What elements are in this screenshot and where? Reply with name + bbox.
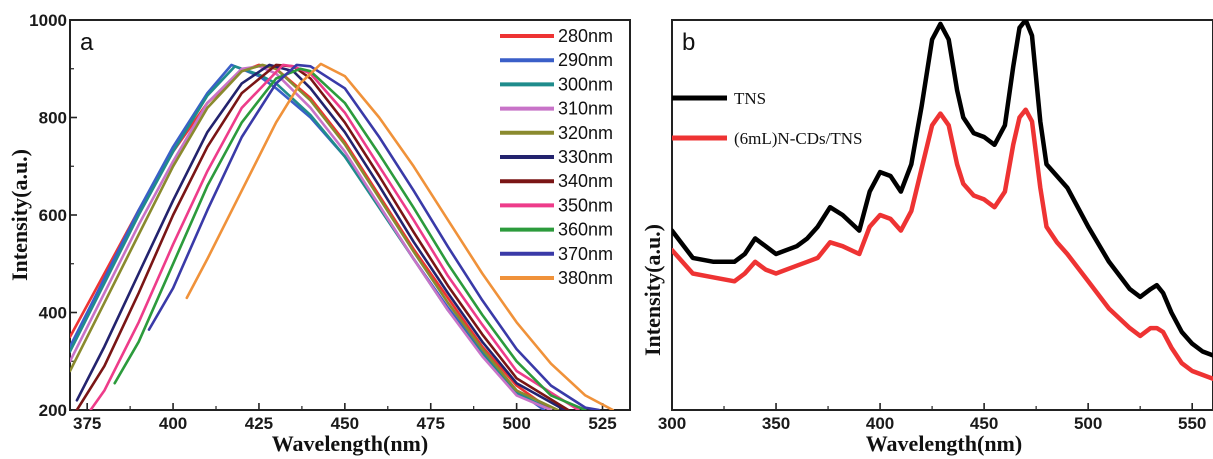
- y-tick-label: 1000: [29, 11, 67, 30]
- series-line-330nm: [75, 63, 566, 410]
- x-tick-label: 400: [866, 414, 894, 433]
- legend-label: (6mL)N-CDs/TNS: [734, 129, 862, 148]
- legend-label: 380nm: [558, 268, 613, 288]
- x-tick-label: 550: [1178, 414, 1206, 433]
- panel-a-legend: 280nm 290nm 300nm 310nm 320nm 330nm 340nm 350nm…: [500, 26, 613, 288]
- x-tick-label: 500: [502, 414, 530, 433]
- series-line-370nm: [147, 63, 601, 410]
- legend-label: 280nm: [558, 26, 613, 46]
- panel-b-frame: [671, 19, 1213, 411]
- x-tick-label: 450: [970, 414, 998, 433]
- legend-label: 300nm: [558, 74, 613, 94]
- panel-b-xaxis-title: Wavelength(nm): [866, 431, 1022, 456]
- panel-b-ticks: 300 350 400 450 500 550: [658, 403, 1206, 433]
- panel-b-label: b: [682, 29, 695, 56]
- legend-label: 310nm: [558, 99, 613, 119]
- x-tick-label: 400: [159, 414, 187, 433]
- x-tick-label: 350: [762, 414, 790, 433]
- x-tick-label: 300: [658, 414, 686, 433]
- legend-label: 340nm: [558, 171, 613, 191]
- panel-b-yaxis-title: Intensity(a.u.): [640, 224, 665, 356]
- panel-a-label: a: [80, 29, 94, 56]
- y-tick-label: 400: [39, 304, 67, 323]
- panel-a-xaxis-title: Wavelength(nm): [272, 431, 428, 456]
- y-tick-label: 800: [39, 109, 67, 128]
- series-line-290nm: [70, 63, 546, 410]
- x-tick-label: 475: [417, 414, 445, 433]
- series-line-340nm: [75, 63, 570, 410]
- panel-b-legend: TNS (6mL)N-CDs/TNS: [672, 89, 862, 148]
- legend-label: 320nm: [558, 123, 613, 143]
- x-tick-label: 375: [73, 414, 101, 433]
- x-tick-label: 450: [331, 414, 359, 433]
- series-line-380nm: [185, 62, 615, 410]
- y-tick-label: 600: [39, 206, 67, 225]
- x-tick-label: 525: [588, 414, 616, 433]
- panel-a-yaxis-title: Intensity(a.u.): [7, 149, 32, 281]
- series-line-310nm: [70, 65, 553, 410]
- legend-label: 360nm: [558, 220, 613, 240]
- panel-a-frame: [69, 19, 631, 411]
- series-line-tns: [672, 20, 1213, 358]
- legend-label: TNS: [734, 89, 766, 108]
- series-line-320nm: [70, 63, 560, 410]
- y-tick-label: 200: [39, 401, 67, 420]
- panel-b-series-lines: [672, 20, 1213, 382]
- x-tick-label: 500: [1074, 414, 1102, 433]
- series-line--6ml-n-cds-tns: [672, 107, 1213, 382]
- legend-label: 330nm: [558, 147, 613, 167]
- chart-panel-b: 300 350 400 450 500 550 b Wavelength(nm) Inte…: [640, 19, 1213, 456]
- legend-label: 290nm: [558, 50, 613, 70]
- panel-a-series-lines: [70, 62, 615, 410]
- x-tick-label: 425: [245, 414, 273, 433]
- series-line-360nm: [113, 67, 587, 410]
- legend-label: 350nm: [558, 195, 613, 215]
- legend-label: 370nm: [558, 244, 613, 264]
